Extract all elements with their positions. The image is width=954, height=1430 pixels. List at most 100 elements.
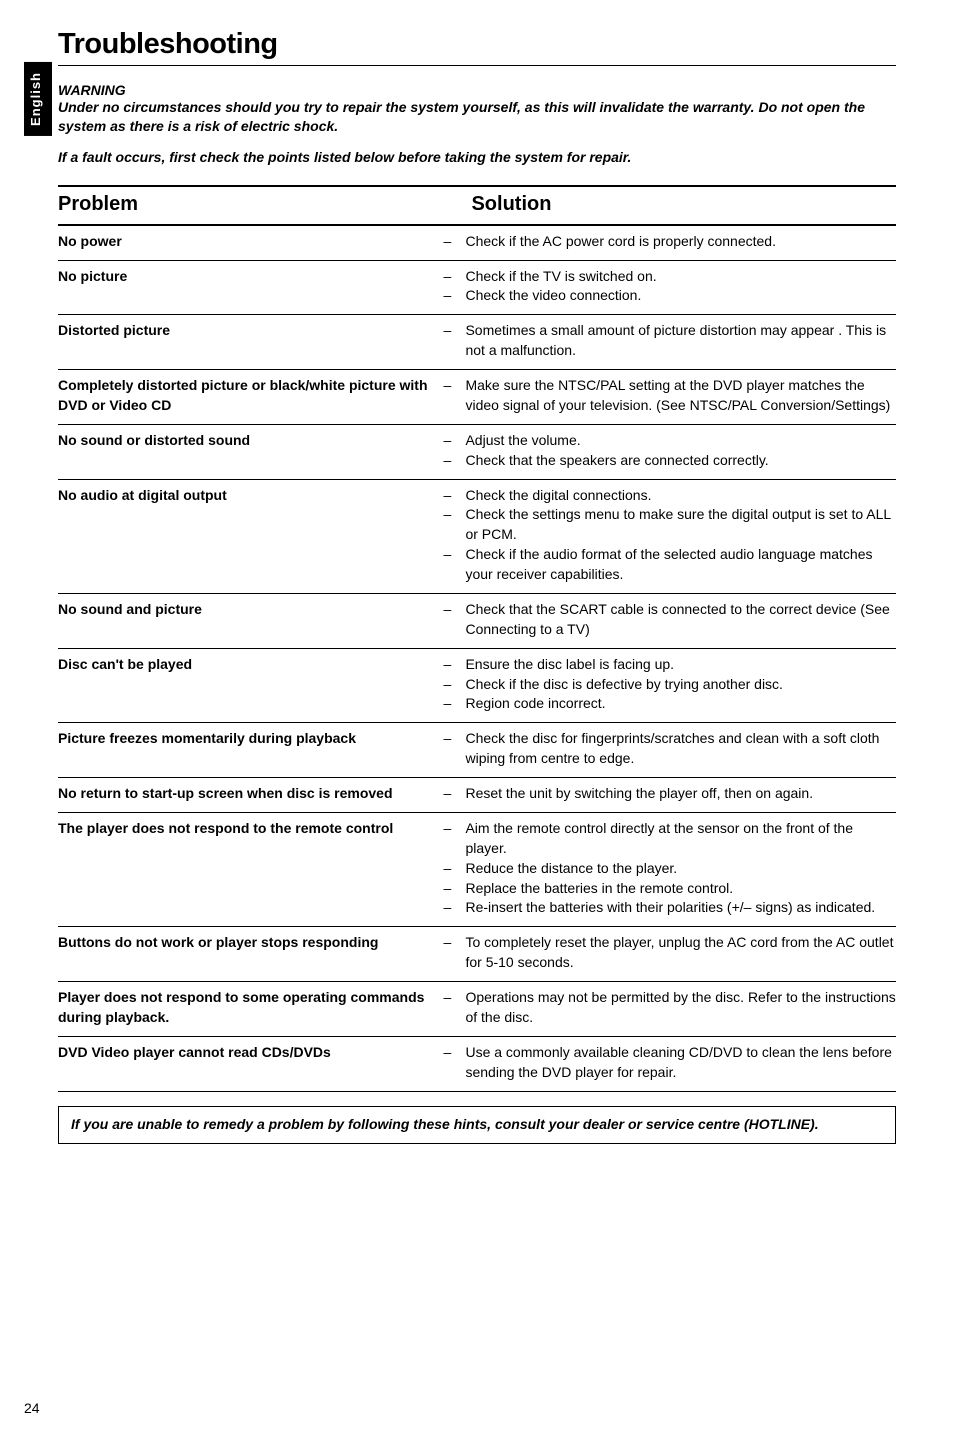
solution-item: –To completely reset the player, unplug … (443, 933, 896, 973)
table-row: No sound or distorted sound–Adjust the v… (58, 424, 896, 479)
dash-icon: – (443, 600, 465, 620)
solution-item: –Check if the audio format of the select… (443, 545, 896, 585)
warning-heading: WARNING (58, 82, 896, 98)
dash-icon: – (443, 988, 465, 1008)
solution-item: –Check that the SCART cable is connected… (443, 600, 896, 640)
table-row: DVD Video player cannot read CDs/DVDs–Us… (58, 1036, 896, 1091)
solution-text: Aim the remote control directly at the s… (465, 819, 896, 859)
solution-list: –Operations may not be permitted by the … (443, 988, 896, 1028)
page-title: Troubleshooting (58, 28, 896, 61)
header-solution: Solution (443, 186, 896, 225)
solution-item: –Check if the AC power cord is properly … (443, 232, 896, 252)
solution-list: –Adjust the volume.–Check that the speak… (443, 431, 896, 471)
problem-cell: No audio at digital output (58, 479, 443, 593)
solution-item: –Check the digital connections. (443, 486, 896, 506)
solution-cell: –Check the digital connections.–Check th… (443, 479, 896, 593)
header-problem: Problem (58, 186, 443, 225)
dash-icon: – (443, 694, 465, 714)
dash-icon: – (443, 431, 465, 451)
table-row: No audio at digital output–Check the dig… (58, 479, 896, 593)
solution-list: –Reset the unit by switching the player … (443, 784, 896, 804)
problem-cell: Buttons do not work or player stops resp… (58, 927, 443, 982)
solution-item: –Check if the TV is switched on. (443, 267, 896, 287)
problem-cell: Completely distorted picture or black/wh… (58, 370, 443, 425)
table-row: No sound and picture–Check that the SCAR… (58, 593, 896, 648)
dash-icon: – (443, 819, 465, 839)
solution-cell: –Check if the AC power cord is properly … (443, 225, 896, 260)
solution-text: Check the digital connections. (465, 486, 896, 506)
table-row: Disc can't be played–Ensure the disc lab… (58, 648, 896, 723)
table-row: No picture–Check if the TV is switched o… (58, 260, 896, 315)
problem-cell: Disc can't be played (58, 648, 443, 723)
dash-icon: – (443, 1043, 465, 1063)
problem-cell: No picture (58, 260, 443, 315)
solution-cell: –Operations may not be permitted by the … (443, 982, 896, 1037)
solution-list: –Check if the TV is switched on.–Check t… (443, 267, 896, 307)
table-row: The player does not respond to the remot… (58, 812, 896, 926)
solution-text: Operations may not be permitted by the d… (465, 988, 896, 1028)
solution-text: Re-insert the batteries with their polar… (465, 898, 896, 918)
table-row: Distorted picture–Sometimes a small amou… (58, 315, 896, 370)
problem-cell: No sound or distorted sound (58, 424, 443, 479)
solution-text: Adjust the volume. (465, 431, 896, 451)
solution-text: Replace the batteries in the remote cont… (465, 879, 896, 899)
solution-item: –Operations may not be permitted by the … (443, 988, 896, 1028)
dash-icon: – (443, 784, 465, 804)
solution-text: Reset the unit by switching the player o… (465, 784, 896, 804)
solution-text: Region code incorrect. (465, 694, 896, 714)
problem-cell: No power (58, 225, 443, 260)
solution-text: Check that the speakers are connected co… (465, 451, 896, 471)
table-row: Buttons do not work or player stops resp… (58, 927, 896, 982)
problem-cell: Distorted picture (58, 315, 443, 370)
dash-icon: – (443, 655, 465, 675)
page: English Troubleshooting WARNING Under no… (0, 0, 954, 1430)
problem-cell: Picture freezes momentarily during playb… (58, 723, 443, 778)
dash-icon: – (443, 879, 465, 899)
title-rule (58, 65, 896, 66)
solution-text: Check the video connection. (465, 286, 896, 306)
dash-icon: – (443, 376, 465, 396)
problem-cell: No sound and picture (58, 593, 443, 648)
solution-cell: –Make sure the NTSC/PAL setting at the D… (443, 370, 896, 425)
language-tab: English (24, 62, 52, 136)
solution-item: –Aim the remote control directly at the … (443, 819, 896, 859)
solution-item: –Use a commonly available cleaning CD/DV… (443, 1043, 896, 1083)
warning-body: Under no circumstances should you try to… (58, 98, 896, 136)
solution-item: –Region code incorrect. (443, 694, 896, 714)
solution-list: –Aim the remote control directly at the … (443, 819, 896, 918)
table-header-row: Problem Solution (58, 186, 896, 225)
solution-text: Check if the disc is defective by trying… (465, 675, 896, 695)
solution-cell: –Use a commonly available cleaning CD/DV… (443, 1036, 896, 1091)
solution-item: –Re-insert the batteries with their pola… (443, 898, 896, 918)
solution-list: –Use a commonly available cleaning CD/DV… (443, 1043, 896, 1083)
solution-item: –Check if the disc is defective by tryin… (443, 675, 896, 695)
solution-list: –Check if the AC power cord is properly … (443, 232, 896, 252)
solution-item: –Adjust the volume. (443, 431, 896, 451)
solution-cell: –Adjust the volume.–Check that the speak… (443, 424, 896, 479)
dash-icon: – (443, 859, 465, 879)
dash-icon: – (443, 898, 465, 918)
solution-text: Ensure the disc label is facing up. (465, 655, 896, 675)
solution-text: Use a commonly available cleaning CD/DVD… (465, 1043, 896, 1083)
solution-item: –Ensure the disc label is facing up. (443, 655, 896, 675)
dash-icon: – (443, 232, 465, 252)
dash-icon: – (443, 933, 465, 953)
solution-cell: –Ensure the disc label is facing up.–Che… (443, 648, 896, 723)
solution-text: To completely reset the player, unplug t… (465, 933, 896, 973)
table-row: No return to start-up screen when disc i… (58, 778, 896, 813)
solution-item: –Check the video connection. (443, 286, 896, 306)
dash-icon: – (443, 675, 465, 695)
solution-item: –Reset the unit by switching the player … (443, 784, 896, 804)
solution-list: –Sometimes a small amount of picture dis… (443, 321, 896, 361)
solution-text: Sometimes a small amount of picture dist… (465, 321, 896, 361)
solution-list: –Make sure the NTSC/PAL setting at the D… (443, 376, 896, 416)
problem-cell: The player does not respond to the remot… (58, 812, 443, 926)
problem-cell: Player does not respond to some operatin… (58, 982, 443, 1037)
troubleshooting-table: Problem Solution No power–Check if the A… (58, 185, 896, 1092)
solution-text: Check the settings menu to make sure the… (465, 505, 896, 545)
dash-icon: – (443, 545, 465, 565)
solution-list: –To completely reset the player, unplug … (443, 933, 896, 973)
solution-item: –Check the settings menu to make sure th… (443, 505, 896, 545)
solution-text: Reduce the distance to the player. (465, 859, 896, 879)
dash-icon: – (443, 267, 465, 287)
